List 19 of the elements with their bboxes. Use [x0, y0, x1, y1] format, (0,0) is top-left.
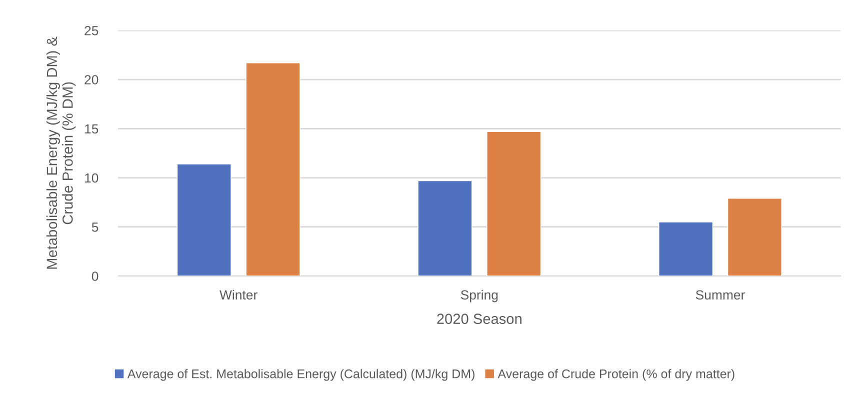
bar	[486, 131, 542, 276]
y-tick-label: 20	[84, 75, 98, 84]
y-axis-title: Metabolisable Energy (MJ/kg DM) & Crude Protein (% DM)	[46, 36, 76, 269]
legend-label: Average of Est. Metabolisable Energy (Calculated) (MJ/kg DM)	[127, 369, 474, 381]
bar	[418, 180, 472, 276]
x-tick-label: Summer	[696, 290, 745, 300]
x-tick-label: Winter	[220, 290, 258, 300]
y-tick-label: 25	[84, 26, 98, 36]
bar	[658, 222, 714, 276]
y-tick-label: 0	[92, 272, 98, 281]
legend-label: Average of Crude Protein (% of dry matter)	[498, 369, 734, 381]
bar	[176, 164, 232, 276]
y-tick-label: 5	[92, 222, 98, 232]
x-axis-title: 2020 Season	[437, 314, 522, 324]
x-tick-label: Spring	[460, 290, 498, 302]
bar	[727, 198, 782, 276]
y-tick-label: 15	[85, 124, 98, 134]
y-tick-label: 10	[85, 173, 98, 183]
bar	[246, 62, 300, 276]
